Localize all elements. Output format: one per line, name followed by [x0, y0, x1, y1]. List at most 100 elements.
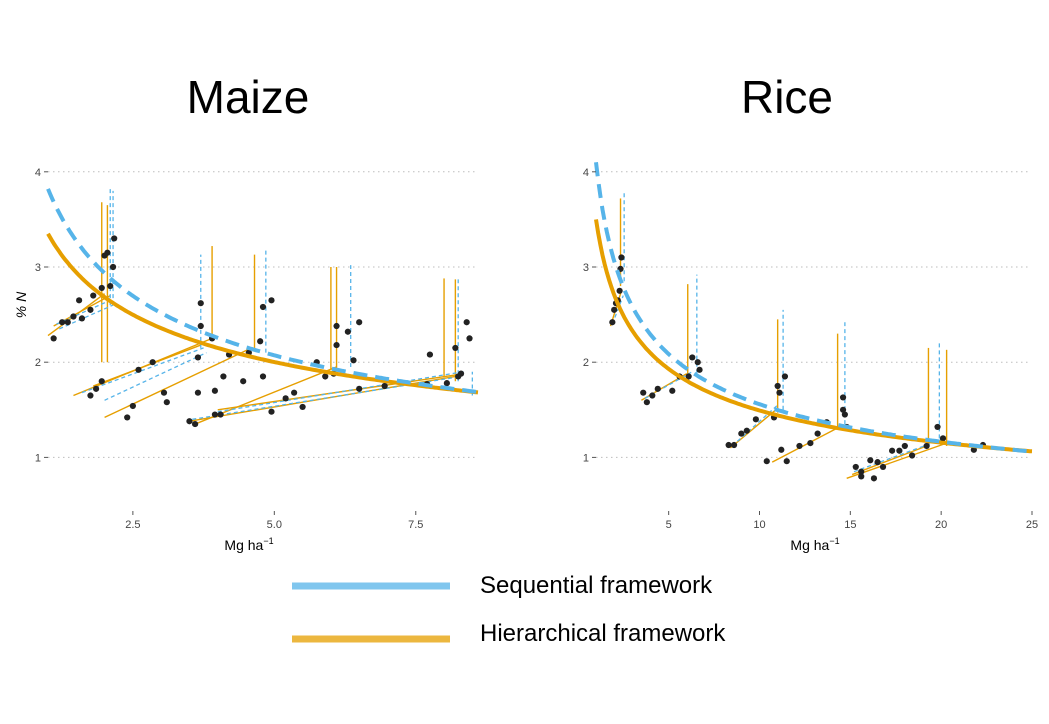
maize-data-point [129, 402, 136, 410]
rice-data-point [807, 440, 814, 447]
rice-hierarchical-segment [729, 409, 777, 449]
rice-hierarchical-curve [594, 219, 1033, 454]
legend-item-hierarchical: Hierarchical framework [292, 620, 726, 647]
maize-data-point [194, 389, 202, 396]
rice-hierarchical-segment [851, 445, 927, 476]
rice-data-point [649, 392, 656, 399]
rice-data-point [609, 319, 616, 326]
maize-data-point [163, 399, 170, 406]
maize-data-point [211, 387, 219, 394]
maize-data-point [240, 378, 247, 385]
rice-data-point [939, 435, 947, 442]
maize-data-point [259, 303, 267, 311]
rice-data-point [689, 354, 696, 361]
maize-data-point [333, 322, 340, 330]
rice-data-point [752, 416, 759, 423]
rice-data-point [778, 446, 785, 453]
rice-data-point [896, 447, 903, 454]
maize-data-point [268, 297, 275, 304]
rice-data-point [923, 442, 930, 450]
rice-data-point [763, 458, 770, 465]
maize-hierarchical-curve [46, 232, 479, 395]
rice-data-point [781, 373, 789, 380]
maize-data-point [463, 319, 470, 326]
maize-data-point [149, 359, 156, 366]
maize-data-point [194, 354, 202, 361]
rice-data-point [858, 468, 865, 475]
maize-y-tick-label: 2 [35, 357, 41, 369]
maize-data-point [322, 373, 329, 380]
maize-data-point [350, 357, 357, 364]
maize-data-point [98, 378, 105, 385]
maize-x-tick-label: 5.0 [267, 519, 282, 531]
maize-data-point [381, 382, 388, 390]
maize-data-point [107, 282, 114, 290]
rice-data-point [839, 394, 847, 401]
rice-y-tick-label: 1 [583, 452, 589, 464]
maize-panel: Maize 1 2 3 4 2.5 5.0 7.5 Mg ha−1 % N [13, 71, 479, 553]
rice-data-point [730, 441, 738, 449]
maize-data-point [104, 249, 111, 256]
maize-data-point [186, 418, 193, 425]
rice-x-tick-label: 5 [666, 519, 672, 531]
rice-data-point [934, 423, 941, 431]
maize-sequential-segment [56, 299, 111, 325]
rice-x-tick-label: 10 [753, 519, 765, 531]
rice-x-axis-label: Mg ha−1 [790, 536, 839, 553]
maize-data-point [124, 414, 131, 421]
maize-data-point [443, 380, 450, 387]
rice-sequential-segments [611, 192, 946, 473]
maize-data-point [344, 328, 351, 335]
maize-data-point [98, 284, 105, 292]
maize-sequential-segment [81, 347, 204, 394]
maize-sequential-curve [46, 188, 479, 395]
rice-y-tick-label: 4 [583, 167, 589, 179]
maize-data-point [211, 411, 219, 418]
rice-data-point [889, 447, 896, 454]
maize-data-point [111, 235, 118, 242]
rice-x-tick-label: 15 [844, 519, 856, 531]
rice-y-tick-label: 3 [583, 262, 589, 274]
maize-data-point [220, 373, 227, 380]
rice-data-point [879, 463, 887, 471]
maize-data-point [87, 392, 94, 399]
rice-data-point [796, 442, 803, 450]
maize-x-axis-label: Mg ha−1 [224, 536, 273, 553]
maize-data-point [268, 408, 275, 415]
maize-data-point [333, 341, 340, 349]
rice-data-point [654, 385, 661, 392]
maize-y-tick-label: 4 [35, 167, 41, 179]
rice-data-point [616, 287, 623, 294]
maize-data-point [59, 319, 66, 326]
rice-title: Rice [741, 71, 833, 123]
maize-x-tick-label: 7.5 [408, 519, 423, 531]
maize-y-axis-label: % N [13, 291, 29, 318]
maize-data-point [87, 306, 94, 313]
rice-x-tick-label: 25 [1026, 519, 1038, 531]
rice-data-point [774, 382, 781, 390]
maize-data-point [259, 373, 267, 380]
rice-data-point [783, 458, 790, 465]
rice-data-point [970, 446, 977, 453]
maize-ticks: 1 2 3 4 2.5 5.0 7.5 [35, 167, 424, 531]
rice-data-point [694, 359, 701, 366]
maize-data-point [291, 389, 298, 396]
maize-data-point [76, 297, 83, 304]
legend-item-sequential: Sequential framework [292, 572, 713, 599]
rice-data-point [839, 406, 847, 413]
maize-hierarchical-segment [104, 347, 252, 419]
maize-curves [46, 188, 479, 395]
maize-points [50, 235, 473, 428]
rice-data-point [909, 452, 916, 459]
rice-data-point [611, 306, 618, 313]
legend: Sequential framework Hierarchical framew… [292, 572, 726, 647]
maize-data-point [64, 319, 71, 326]
maize-data-point [90, 292, 97, 299]
maize-data-point [109, 263, 117, 271]
maize-data-point [78, 315, 86, 322]
rice-data-point [852, 463, 859, 471]
maize-data-point [70, 313, 77, 320]
maize-data-point [299, 403, 306, 411]
maize-data-point [92, 385, 100, 392]
